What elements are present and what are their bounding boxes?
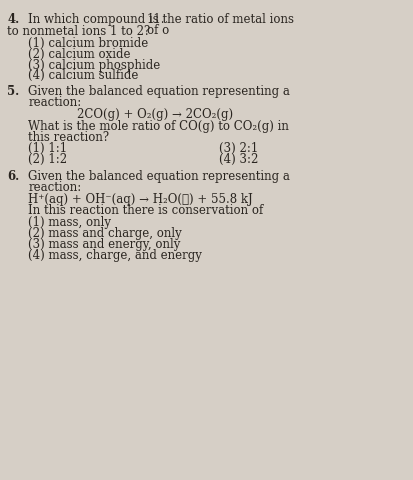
Text: 11.: 11. (147, 13, 165, 26)
Text: (1) mass, only: (1) mass, only (28, 216, 111, 229)
Text: (2) calcium oxide: (2) calcium oxide (28, 48, 131, 61)
Text: (2) mass and charge, only: (2) mass and charge, only (28, 227, 181, 240)
Text: 4.: 4. (7, 13, 20, 26)
Text: (4) mass, charge, and energy: (4) mass, charge, and energy (28, 249, 202, 262)
Text: (1) calcium bromide: (1) calcium bromide (28, 37, 148, 50)
Text: Given the balanced equation representing a: Given the balanced equation representing… (28, 85, 290, 98)
Text: 2CO(g) + O₂(g) → 2CO₂(g): 2CO(g) + O₂(g) → 2CO₂(g) (76, 108, 232, 121)
Text: In which compound is the ratio of metal ions: In which compound is the ratio of metal … (28, 13, 294, 26)
Text: What is the mole ratio of CO(g) to CO₂(g) in: What is the mole ratio of CO(g) to CO₂(g… (28, 120, 288, 132)
Text: reaction:: reaction: (28, 181, 81, 194)
Text: H⁺(aq) + OH⁻(aq) → H₂O(ℓ) + 55.8 kJ: H⁺(aq) + OH⁻(aq) → H₂O(ℓ) + 55.8 kJ (28, 193, 252, 206)
Text: this reaction?: this reaction? (28, 131, 109, 144)
Text: (3) calcium phosphide: (3) calcium phosphide (28, 59, 160, 72)
Text: (3) 2:1: (3) 2:1 (219, 142, 258, 155)
Text: reaction:: reaction: (28, 96, 81, 109)
Text: to nonmetal ions 1 to 2?: to nonmetal ions 1 to 2? (7, 25, 150, 38)
Text: of o: of o (147, 24, 169, 37)
Text: 6.: 6. (7, 170, 20, 183)
Text: In this reaction there is conservation of: In this reaction there is conservation o… (28, 204, 263, 217)
Text: (1) 1:1: (1) 1:1 (28, 142, 67, 155)
Text: (3) mass and energy, only: (3) mass and energy, only (28, 238, 180, 251)
Text: 5.: 5. (7, 85, 20, 98)
Text: (2) 1:2: (2) 1:2 (28, 153, 67, 166)
Text: (4) calcium sulfide: (4) calcium sulfide (28, 69, 138, 82)
Text: Given the balanced equation representing a: Given the balanced equation representing… (28, 170, 290, 183)
Text: (4) 3:2: (4) 3:2 (219, 153, 258, 166)
